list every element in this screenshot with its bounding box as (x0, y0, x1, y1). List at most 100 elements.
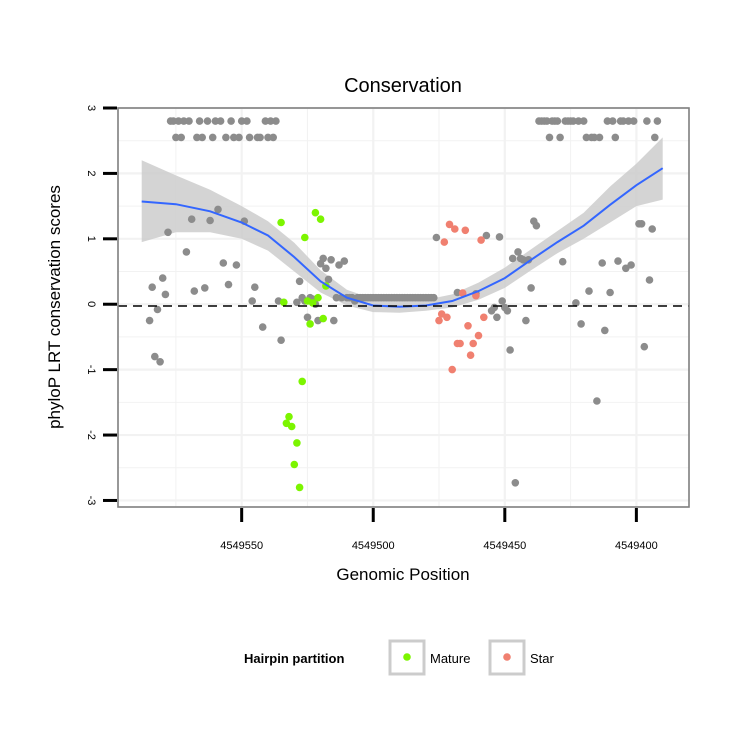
point-other (508, 254, 517, 263)
point-other (151, 352, 159, 361)
point-mature (311, 208, 320, 217)
point-other (514, 248, 522, 256)
point-other (264, 133, 272, 142)
point-other (208, 133, 217, 142)
point-other (245, 133, 254, 142)
point-other (430, 293, 438, 302)
point-other (230, 133, 238, 142)
y-axis-label: phyloP LRT conservation scores (45, 185, 64, 429)
point-other (595, 133, 604, 142)
point-other (519, 255, 527, 264)
point-other (216, 117, 225, 125)
point-other (222, 133, 230, 142)
point-other (206, 216, 214, 225)
point-other (295, 277, 304, 286)
point-other (327, 255, 335, 264)
point-other (611, 133, 620, 142)
confidence-ribbon-layer (141, 137, 663, 313)
point-mature (316, 215, 325, 223)
chart-title: Conservation (344, 75, 462, 97)
point-other (332, 293, 341, 302)
y-axis: -3 -2 -1 0 1 2 3 (85, 105, 117, 505)
point-other (614, 257, 622, 265)
point-other (601, 326, 609, 335)
point-other (180, 117, 188, 125)
point-other (627, 261, 635, 269)
point-other (153, 305, 162, 314)
point-other (527, 284, 535, 292)
legend-dot-mature (403, 653, 411, 661)
point-other (432, 233, 441, 242)
point-other (174, 117, 183, 125)
point-other (574, 117, 583, 125)
point-mature (295, 483, 304, 492)
x-tick-label: 4549550 (220, 540, 263, 552)
point-mature (314, 293, 322, 302)
point-other (193, 133, 201, 142)
point-star (443, 313, 451, 322)
point-other (237, 117, 246, 125)
point-other (653, 117, 662, 125)
point-other (266, 117, 275, 125)
y-tick-label: 2 (85, 170, 97, 176)
legend-title: Hairpin partition (244, 651, 344, 666)
x-tick-label: 4549450 (483, 540, 526, 552)
point-other (303, 313, 312, 322)
point-other (490, 303, 499, 312)
point-other (243, 117, 251, 125)
point-mature (301, 233, 309, 242)
point-star (469, 339, 478, 348)
point-other (493, 313, 501, 322)
point-other (269, 133, 278, 142)
point-other (643, 117, 651, 125)
point-other (187, 215, 196, 223)
point-mature (293, 439, 301, 447)
point-other (335, 261, 343, 269)
point-other (198, 133, 206, 142)
confidence-ribbon (141, 137, 663, 313)
point-other (543, 117, 551, 125)
point-other (258, 323, 267, 331)
point-other (324, 275, 333, 284)
point-other (227, 117, 235, 125)
point-other (182, 248, 191, 256)
point-other (545, 133, 554, 142)
point-other (211, 117, 220, 125)
point-other (164, 228, 172, 237)
point-other (603, 117, 612, 125)
point-other (195, 117, 204, 125)
point-other (482, 231, 491, 240)
point-other (169, 117, 178, 125)
point-mature (308, 299, 317, 307)
point-other (214, 205, 222, 214)
x-axis: 4549550 4549500 4549450 4549400 (220, 508, 658, 552)
point-other (235, 133, 243, 142)
point-other (272, 117, 280, 125)
point-star (458, 289, 467, 297)
x-tick-label: 4549500 (352, 540, 395, 552)
point-other (498, 297, 507, 305)
point-other (624, 117, 633, 125)
point-other (648, 225, 656, 233)
point-star (474, 331, 483, 340)
point-other (651, 133, 659, 142)
legend: Hairpin partition Mature Star (244, 639, 555, 676)
point-other (156, 358, 164, 366)
point-other (190, 287, 199, 295)
point-other (293, 298, 301, 307)
point-star (480, 313, 488, 322)
point-mature (285, 412, 293, 421)
point-star (477, 236, 485, 244)
point-other (148, 283, 156, 292)
smooth-line (141, 167, 664, 308)
point-star (466, 351, 475, 360)
point-other (248, 297, 256, 305)
point-other (277, 336, 285, 345)
legend-dot-star (503, 653, 511, 661)
panel-border (117, 107, 690, 508)
point-other (556, 133, 564, 142)
point-other (606, 288, 614, 297)
point-other (203, 117, 212, 125)
point-other (532, 221, 541, 230)
